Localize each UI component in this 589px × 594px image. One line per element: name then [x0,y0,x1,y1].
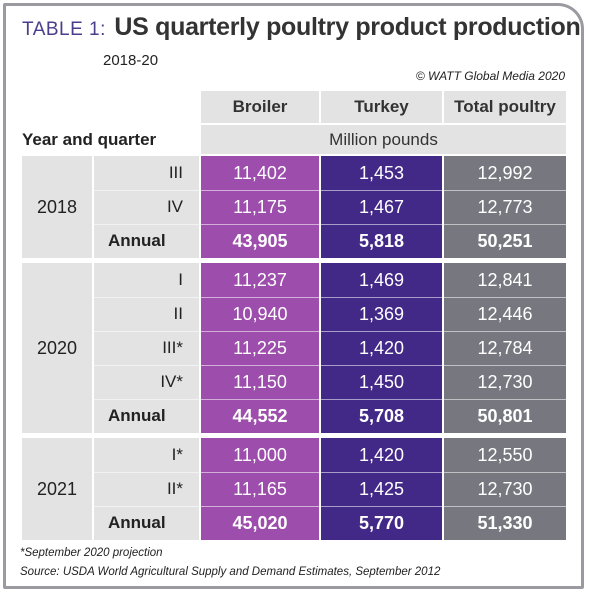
turkey-value: 1,453 [321,156,442,190]
broiler-value: 11,000 [201,438,319,472]
turkey-value: 1,420 [321,331,442,365]
units-label: Million pounds [201,125,566,154]
broiler-value: 45,020 [201,506,319,540]
quarter-label: I* [94,438,199,472]
row-header-label: Year and quarter [22,129,157,149]
turkey-value: 5,818 [321,224,442,258]
row-divider [94,365,566,366]
table-frame [3,3,584,589]
total-poultry-value: 12,550 [444,438,566,472]
total-poultry-value: 51,330 [444,506,566,540]
source-footnote: Source: USDA World Agricultural Supply a… [20,566,441,578]
turkey-value: 1,467 [321,190,442,224]
turkey-value: 1,450 [321,365,442,399]
row-divider [94,331,566,332]
turkey-value: 1,469 [321,263,442,297]
row-divider [94,190,566,191]
quarter-label: IV [94,190,199,224]
turkey-value: 1,369 [321,297,442,331]
total-poultry-value: 50,801 [444,399,566,433]
column-header-turkey: Turkey [321,91,442,123]
table-subtitle: 2018-20 [103,52,159,69]
quarter-label: I [94,263,199,297]
broiler-value: 11,150 [201,365,319,399]
quarter-label: II [94,297,199,331]
turkey-value: 5,770 [321,506,442,540]
year-label: 2020 [22,263,92,433]
total-poultry-value: 12,446 [444,297,566,331]
table-title-text: US quarterly poultry product production [114,13,581,41]
broiler-value: 44,552 [201,399,319,433]
quarter-label: III [94,156,199,190]
table-number: TABLE 1: [22,19,106,40]
quarter-label: Annual [94,399,199,433]
total-poultry-value: 12,784 [444,331,566,365]
total-poultry-value: 12,730 [444,365,566,399]
quarter-label: II* [94,472,199,506]
broiler-value: 11,402 [201,156,319,190]
row-divider [94,399,566,400]
turkey-value: 1,420 [321,438,442,472]
quarter-label: IV* [94,365,199,399]
broiler-value: 11,237 [201,263,319,297]
total-poultry-value: 50,251 [444,224,566,258]
broiler-value: 11,165 [201,472,319,506]
column-header-total-poultry: Total poultry [444,91,566,123]
row-divider [94,472,566,473]
year-label: 2021 [22,438,92,540]
turkey-value: 1,425 [321,472,442,506]
turkey-value: 5,708 [321,399,442,433]
broiler-value: 43,905 [201,224,319,258]
projection-footnote: *September 2020 projection [20,547,163,559]
table-title: TABLE 1: US quarterly poultry product pr… [22,13,581,42]
quarter-label: Annual [94,224,199,258]
year-label: 2018 [22,156,92,258]
broiler-value: 10,940 [201,297,319,331]
row-divider [94,224,566,225]
copyright-credit: © WATT Global Media 2020 [415,69,565,83]
broiler-value: 11,175 [201,190,319,224]
broiler-value: 11,225 [201,331,319,365]
quarter-label: Annual [94,506,199,540]
row-divider [94,506,566,507]
column-header-broiler: Broiler [201,91,319,123]
total-poultry-value: 12,841 [444,263,566,297]
row-divider [94,297,566,298]
quarter-label: III* [94,331,199,365]
total-poultry-value: 12,773 [444,190,566,224]
total-poultry-value: 12,730 [444,472,566,506]
total-poultry-value: 12,992 [444,156,566,190]
